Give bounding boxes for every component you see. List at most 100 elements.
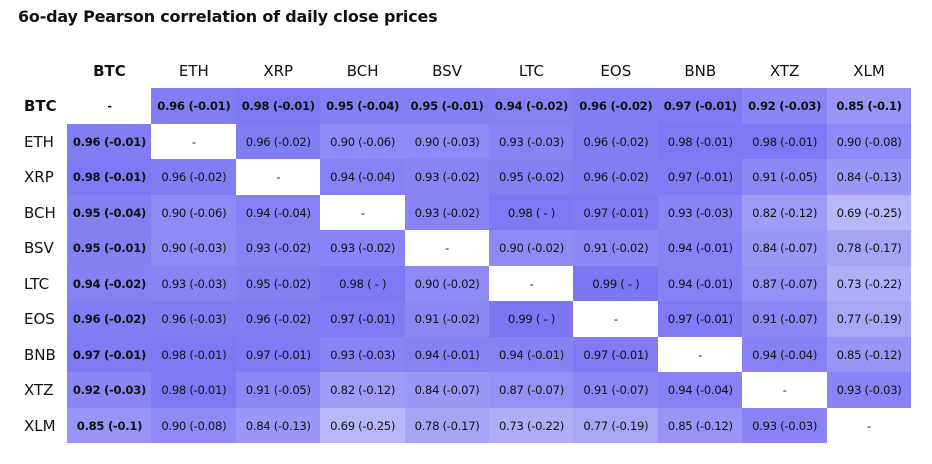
heatmap-cell-eos-xtz: 0.91 (-0.07) [742, 301, 828, 338]
heatmap-cell-ltc-xtz: 0.87 (-0.07) [742, 265, 828, 302]
column-header-btc: BTC [93, 61, 126, 80]
row-header-xtz: XTZ [24, 381, 54, 400]
heatmap-cell-btc-bch: 0.95 (-0.04) [320, 88, 406, 125]
heatmap-cell-ltc-bsv: 0.90 (-0.02) [404, 265, 490, 302]
column-header-bch: BCH [346, 61, 379, 80]
heatmap-cell-eos-ltc: 0.99 ( - ) [489, 301, 574, 338]
heatmap-cell-eos-bnb: 0.97 (-0.01) [657, 301, 743, 338]
heatmap-cell-bsv-bsv: - [404, 230, 490, 267]
heatmap-cell-bnb-xrp: 0.97 (-0.01) [235, 336, 321, 373]
heatmap-cell-xtz-eos: 0.91 (-0.07) [573, 372, 659, 409]
heatmap-cell-eth-bsv: 0.90 (-0.03) [404, 123, 490, 160]
heatmap-cell-bsv-xtz: 0.84 (-0.07) [742, 230, 828, 267]
heatmap-cell-eth-xrp: 0.96 (-0.02) [235, 123, 321, 160]
heatmap-cell-bsv-bnb: 0.94 (-0.01) [657, 230, 743, 267]
column-header-ltc: LTC [518, 61, 544, 80]
column-header-bnb: BNB [684, 61, 717, 80]
heatmap-cell-bnb-eth: 0.98 (-0.01) [151, 336, 237, 373]
heatmap-cell-eth-bch: 0.90 (-0.06) [320, 123, 406, 160]
heatmap-cell-bch-xtz: 0.82 (-0.12) [742, 194, 828, 231]
heatmap-cell-btc-bsv: 0.95 (-0.01) [404, 88, 490, 125]
heatmap-cell-btc-btc: - [67, 88, 152, 125]
heatmap-cell-bnb-bnb: - [657, 336, 743, 373]
heatmap-cell-xrp-xtz: 0.91 (-0.05) [742, 159, 828, 196]
row-header-bch: BCH [24, 203, 56, 222]
heatmap-cell-xlm-eos: 0.77 (-0.19) [573, 407, 659, 444]
heatmap-cell-xtz-eth: 0.98 (-0.01) [151, 372, 237, 409]
heatmap-cell-xrp-ltc: 0.95 (-0.02) [489, 159, 574, 196]
heatmap-cell-bch-bch: - [320, 194, 406, 231]
heatmap-cell-ltc-xlm: 0.73 (-0.22) [826, 265, 912, 302]
heatmap-cell-xtz-xrp: 0.91 (-0.05) [235, 372, 321, 409]
heatmap-cell-xlm-bnb: 0.85 (-0.12) [657, 407, 743, 444]
column-header-eth: ETH [178, 61, 209, 80]
heatmap-cell-eos-bch: 0.97 (-0.01) [320, 301, 406, 338]
heatmap-cell-bnb-xtz: 0.94 (-0.04) [742, 336, 828, 373]
heatmap-cell-btc-ltc: 0.94 (-0.02) [489, 88, 574, 125]
heatmap-cell-bsv-eth: 0.90 (-0.03) [151, 230, 237, 267]
heatmap-cell-bsv-btc: 0.95 (-0.01) [67, 230, 152, 267]
heatmap-cell-btc-eth: 0.96 (-0.01) [151, 88, 237, 125]
heatmap-cell-xtz-bnb: 0.94 (-0.04) [657, 372, 743, 409]
heatmap-cell-bch-bnb: 0.93 (-0.03) [657, 194, 743, 231]
heatmap-cell-xtz-xtz: - [742, 372, 828, 409]
heatmap-cell-eos-btc: 0.96 (-0.02) [67, 301, 152, 338]
heatmap-cell-xlm-xtz: 0.93 (-0.03) [742, 407, 828, 444]
row-header-ltc: LTC [24, 274, 50, 293]
heatmap-cell-eth-xtz: 0.98 (-0.01) [742, 123, 828, 160]
heatmap-cell-bnb-ltc: 0.94 (-0.01) [489, 336, 574, 373]
heatmap-cell-xtz-xlm: 0.93 (-0.03) [826, 372, 912, 409]
heatmap-cell-xrp-xrp: - [235, 159, 321, 196]
heatmap-cell-xtz-ltc: 0.87 (-0.07) [489, 372, 574, 409]
heatmap-cell-xrp-bnb: 0.97 (-0.01) [657, 159, 743, 196]
heatmap-cell-eth-eth: - [151, 123, 237, 160]
heatmap-cell-bnb-bsv: 0.94 (-0.01) [404, 336, 490, 373]
heatmap-cell-bch-btc: 0.95 (-0.04) [67, 194, 152, 231]
heatmap-cell-bsv-xlm: 0.78 (-0.17) [826, 230, 912, 267]
heatmap-cell-btc-xlm: 0.85 (-0.1) [826, 88, 912, 125]
heatmap-cell-xrp-eth: 0.96 (-0.02) [151, 159, 237, 196]
row-header-xlm: XLM [24, 416, 56, 435]
correlation-heatmap: BTC ETH XRP BCH BSV LTC EOS BNB XTZ XLM BTC -0.96 (… [17, 53, 912, 444]
row-header-eos: EOS [24, 310, 55, 329]
heatmap-cell-xrp-xlm: 0.84 (-0.13) [826, 159, 912, 196]
heatmap-cell-xtz-bsv: 0.84 (-0.07) [404, 372, 490, 409]
heatmap-cell-eth-ltc: 0.93 (-0.03) [489, 123, 574, 160]
column-header-bsv: BSV [432, 61, 462, 80]
heatmap-cell-eos-xlm: 0.77 (-0.19) [826, 301, 912, 338]
column-header-xlm: XLM [853, 61, 885, 80]
heatmap-cell-eos-eth: 0.96 (-0.03) [151, 301, 237, 338]
row-header-eth: ETH [24, 132, 54, 151]
heatmap-cell-ltc-bnb: 0.94 (-0.01) [657, 265, 743, 302]
column-header-xtz: XTZ [769, 61, 800, 80]
heatmap-cell-bnb-btc: 0.97 (-0.01) [67, 336, 152, 373]
heatmap-cell-xlm-xlm: - [826, 407, 912, 444]
heatmap-cell-eth-xlm: 0.90 (-0.08) [826, 123, 912, 160]
row-header-bsv: BSV [24, 239, 54, 258]
column-header-eos: EOS [600, 61, 632, 80]
heatmap-cell-xlm-eth: 0.90 (-0.08) [151, 407, 237, 444]
heatmap-cell-xlm-bch: 0.69 (-0.25) [320, 407, 406, 444]
heatmap-cell-eos-xrp: 0.96 (-0.02) [235, 301, 321, 338]
heatmap-cell-xrp-bsv: 0.93 (-0.02) [404, 159, 490, 196]
row-header-bnb: BNB [24, 345, 56, 364]
row-header-btc: BTC [24, 97, 57, 116]
heatmap-cell-xrp-eos: 0.96 (-0.02) [573, 159, 659, 196]
heatmap-cell-xtz-btc: 0.92 (-0.03) [67, 372, 152, 409]
heatmap-cell-bch-eos: 0.97 (-0.01) [573, 194, 659, 231]
heatmap-cell-xtz-bch: 0.82 (-0.12) [320, 372, 406, 409]
heatmap-cell-eos-eos: - [573, 301, 659, 338]
heatmap-cell-ltc-xrp: 0.95 (-0.02) [235, 265, 321, 302]
heatmap-cell-bnb-eos: 0.97 (-0.01) [573, 336, 659, 373]
heatmap-cell-bsv-bch: 0.93 (-0.02) [320, 230, 406, 267]
column-header-xrp: XRP [263, 61, 294, 80]
heatmap-cell-xrp-btc: 0.98 (-0.01) [67, 159, 152, 196]
heatmap-cell-btc-xrp: 0.98 (-0.01) [235, 88, 321, 125]
heatmap-cell-btc-eos: 0.96 (-0.02) [573, 88, 659, 125]
heatmap-cell-xlm-bsv: 0.78 (-0.17) [404, 407, 490, 444]
chart-title: 6o-day Pearson correlation of daily clos… [18, 7, 438, 26]
row-header-xrp: XRP [24, 168, 54, 187]
heatmap-cell-ltc-eos: 0.99 ( - ) [573, 265, 659, 302]
heatmap-cell-bch-eth: 0.90 (-0.06) [151, 194, 237, 231]
heatmap-cell-eth-eos: 0.96 (-0.02) [573, 123, 659, 160]
